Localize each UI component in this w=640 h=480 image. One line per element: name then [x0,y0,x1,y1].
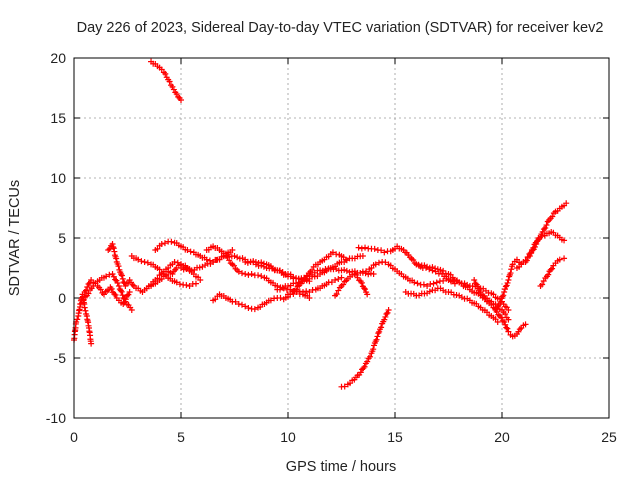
data-series-group [274,253,366,293]
data-point-markers [359,259,450,289]
data-series-group [338,307,392,390]
data-series-group [522,229,568,265]
y-tick-label: -5 [54,350,67,366]
y-tick-label: 10 [50,170,66,186]
data-series-group [148,58,184,103]
y-tick-label: 15 [50,110,66,126]
data-series-group [492,256,525,313]
data-series-group [285,249,349,298]
data-point-markers [522,229,568,265]
data-point-markers [332,271,371,299]
x-tick-label: 25 [601,429,617,445]
data-point-markers [285,249,349,298]
x-tick-label: 20 [494,429,510,445]
data-point-markers [81,277,133,307]
x-tick-label: 10 [280,429,296,445]
x-tick-label: 5 [177,429,185,445]
data-point-markers [77,271,135,313]
data-series-group [402,285,501,325]
x-tick-label: 0 [70,429,78,445]
x-tick-label: 15 [387,429,403,445]
data-point-markers [148,58,184,103]
data-point-markers [537,255,568,289]
data-series-group [128,253,199,289]
data-series-group [77,271,135,313]
data-series-group [332,271,371,299]
data-series-group [359,259,450,289]
y-tick-label: 5 [58,230,66,246]
data-point-markers [274,253,366,293]
data-point-markers [402,285,501,325]
data-series-group [537,255,568,289]
data-series-group [471,277,529,340]
data-point-markers [471,277,529,340]
y-tick-label: 0 [58,290,66,306]
y-tick-label: 20 [50,50,66,66]
data-point-markers [338,307,392,390]
x-axis-label: GPS time / hours [286,459,396,475]
y-axis-label: SDTVAR / TECUs [7,180,23,296]
plot-frame [73,57,610,419]
data-series [71,58,570,390]
y-tick-label: -10 [46,410,66,426]
data-point-markers [492,256,525,313]
grid [74,58,609,418]
data-series-group [81,277,133,307]
data-point-markers [128,253,199,289]
chart-title: Day 226 of 2023, Sidereal Day-to-day VTE… [77,20,604,36]
